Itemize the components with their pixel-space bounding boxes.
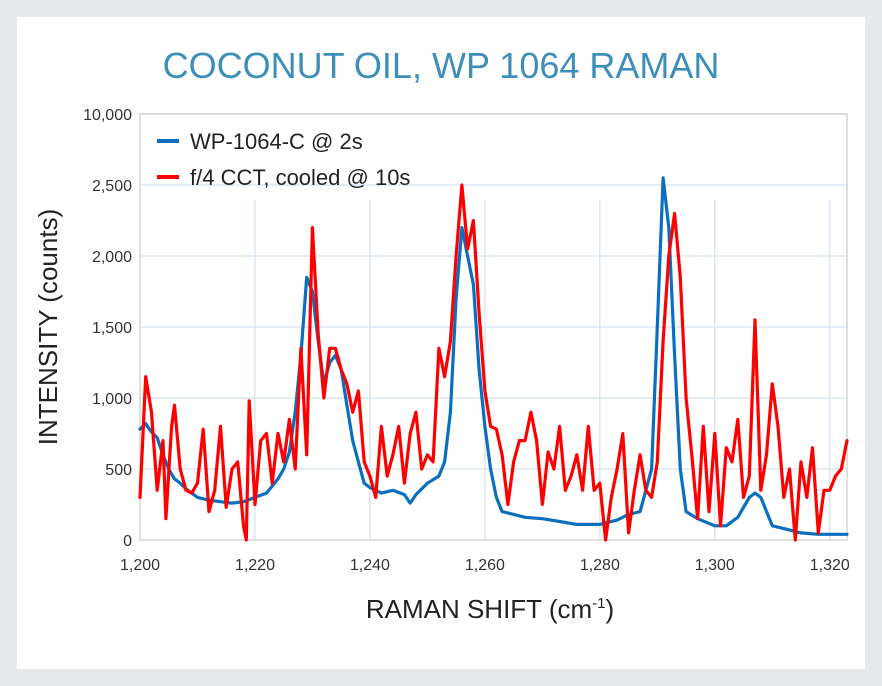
x-tick-label: 1,300 bbox=[695, 557, 735, 574]
x-axis-label-end: ) bbox=[605, 594, 614, 624]
x-tick-label: 1,320 bbox=[810, 557, 850, 574]
x-axis-ticks: 1,200 1,220 1,240 1,260 1,280 1,300 1,320 bbox=[120, 557, 850, 574]
legend-label-wp1064: WP-1064-C @ 2s bbox=[190, 129, 363, 154]
y-tick-label: 1,500 bbox=[92, 320, 132, 337]
y-tick-label: 10,000 bbox=[83, 107, 132, 124]
x-tick-label: 1,240 bbox=[350, 557, 390, 574]
chart-card bbox=[17, 17, 865, 669]
chart-title: COCONUT OIL, WP 1064 RAMAN bbox=[163, 45, 720, 86]
legend-swatch-red bbox=[157, 175, 179, 179]
series-group bbox=[138, 176, 849, 542]
y-tick-label: 1,000 bbox=[92, 391, 132, 408]
y-tick-label: 500 bbox=[105, 462, 132, 479]
legend: WP-1064-C @ 2s f/4 CCT, cooled @ 10s bbox=[157, 129, 410, 190]
series-line-0 bbox=[138, 176, 849, 536]
y-axis-label: INTENSITY (counts) bbox=[33, 209, 63, 445]
y-tick-label: 2,500 bbox=[92, 178, 132, 195]
x-axis-label-text: RAMAN SHIFT (cm bbox=[366, 594, 592, 624]
plot-frame bbox=[139, 113, 848, 541]
x-tick-label: 1,280 bbox=[580, 557, 620, 574]
legend-label-f4-cct: f/4 CCT, cooled @ 10s bbox=[190, 165, 410, 190]
y-tick-label: 0 bbox=[123, 533, 132, 550]
x-axis-label: RAMAN SHIFT (cm-1) bbox=[366, 594, 614, 624]
series-line-1 bbox=[138, 183, 849, 542]
legend-swatch-blue bbox=[157, 139, 179, 143]
y-axis-ticks: 0 500 1,000 1,500 2,000 2,500 10,000 bbox=[83, 107, 132, 550]
y-tick-label: 2,000 bbox=[92, 249, 132, 266]
x-tick-label: 1,260 bbox=[465, 557, 505, 574]
x-axis-label-superscript: -1 bbox=[592, 595, 605, 612]
x-tick-label: 1,200 bbox=[120, 557, 160, 574]
x-tick-label: 1,220 bbox=[235, 557, 275, 574]
